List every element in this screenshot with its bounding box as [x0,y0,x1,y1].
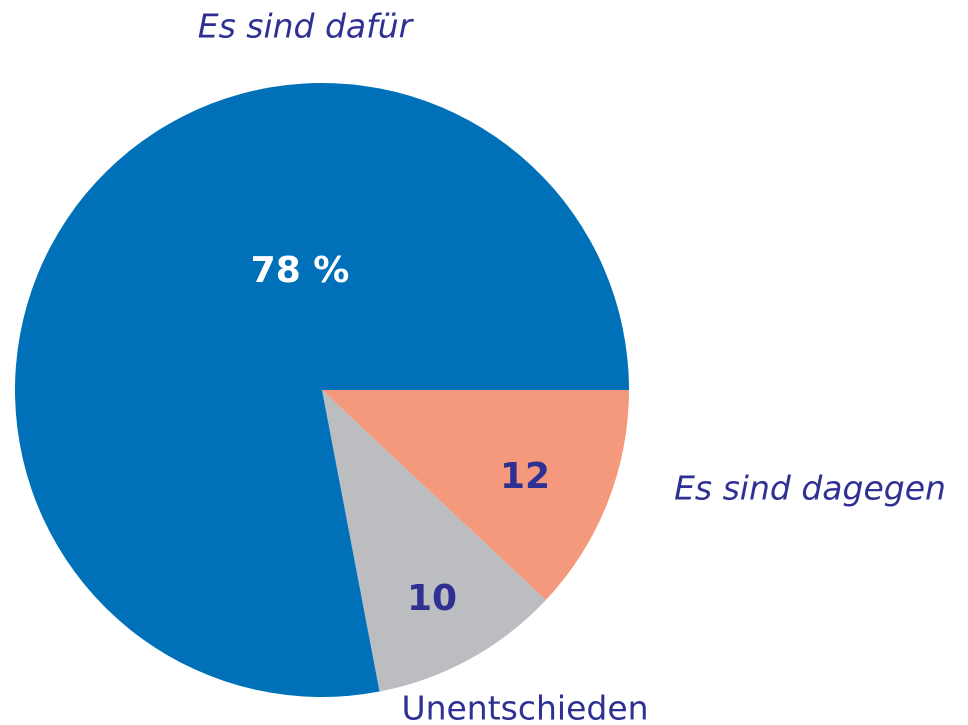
value-label: 12 [500,456,550,497]
pie-slice [14,82,630,697]
pie-slice [322,390,629,601]
category-label: Unentschieden [401,689,648,725]
category-label: Es sind dafür [198,7,415,46]
category-label: Es sind dagegen [674,469,946,508]
value-label: 10 [407,578,457,619]
pie-slice [322,390,546,692]
value-label: 78 % [251,250,350,291]
